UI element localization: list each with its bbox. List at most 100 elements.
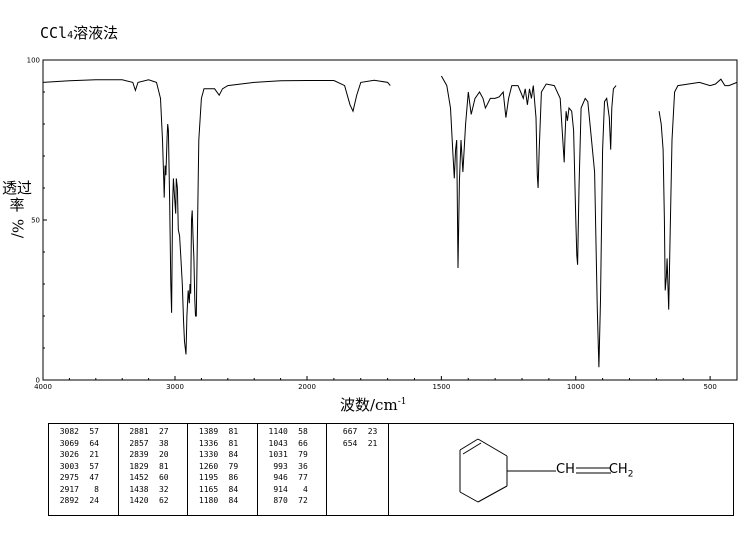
peak-column: 1140 58 1043 66 1031 79 993 36 946 77 914 4 870 72 [258,424,328,515]
x-tick-label: 1500 [432,383,450,391]
spectrum-segment-2 [440,75,617,368]
peak-wavenumber: 1438 [129,484,149,494]
peak-row: 2881 27 [123,426,188,438]
peak-row: 1195 86 [192,472,257,484]
peak-wavenumber: 2881 [129,427,149,436]
peak-transmittance: 38 [158,438,169,448]
peak-row: 1180 84 [192,495,257,507]
vinyl-ch-label: CH [556,462,575,477]
peak-transmittance: 57 [89,427,99,436]
peak-row: 1260 79 [192,461,257,473]
peak-row: 1043 66 [262,438,327,450]
peak-wavenumber: 1043 [268,438,288,448]
peak-wavenumber: 914 [273,484,288,494]
peak-wavenumber: 3082 [59,427,79,436]
peak-wavenumber: 1389 [198,427,219,436]
cyclohexene-ring-drawing [459,438,611,503]
peak-column: 667 23 654 21 [327,424,388,515]
peak-transmittance: 81 [228,427,239,436]
peak-row: 1829 81 [123,461,188,473]
peak-row: 1031 79 [262,449,327,461]
peak-wavenumber: 3026 [59,450,79,459]
peak-wavenumber: 1420 [129,496,149,505]
peak-transmittance: 77 [298,473,308,482]
peak-row: 3026 21 [53,449,118,461]
peak-transmittance: 66 [298,438,308,448]
peak-transmittance: 21 [89,450,99,459]
peak-transmittance: 84 [228,450,239,459]
vinyl-ch2-label: CH [608,462,628,477]
peak-transmittance: 27 [158,427,169,436]
peak-wavenumber: 1140 [268,427,288,436]
ring-bond-1 [477,438,508,457]
peak-row: 2892 24 [53,495,118,507]
peak-transmittance: 47 [89,473,99,482]
spectrum-segment-3 [658,78,738,310]
peak-row: 993 36 [262,461,327,473]
peak-row: 3003 57 [53,461,118,473]
peak-row: 3082 57 [53,426,118,438]
ring-bond-4 [459,491,479,503]
peak-row: 1165 84 [192,484,257,496]
structure-panel [389,423,734,516]
peak-wavenumber: 2975 [59,473,79,482]
peak-row: 1336 81 [192,438,257,450]
peak-transmittance: 79 [228,461,239,471]
peak-transmittance: 86 [228,473,239,482]
x-axis-label: 波数/cm-1 [340,396,407,414]
ring-bond-3 [477,485,508,503]
x-tick-label: 4000 [34,383,52,391]
peak-transmittance: 4 [302,484,308,494]
peak-wavenumber: 1165 [198,484,219,494]
peak-row: 2839 20 [123,449,188,461]
cyclohexene-ring [459,438,611,503]
x-tick-label: 500 [703,383,716,391]
peak-transmittance: 58 [298,427,308,436]
peak-wavenumber: 2892 [59,496,79,505]
peak-wavenumber: 654 [342,438,358,448]
peak-wavenumber: 667 [342,427,358,436]
peak-transmittance: 8 [94,484,99,494]
peak-transmittance: 79 [298,450,308,459]
peak-wavenumber: 1180 [198,496,219,505]
x-tick-label: 2000 [298,383,316,391]
peak-table: 3082 57 3069 64 3026 21 3003 57 2975 47 2917 8 2892 2… [48,423,389,516]
peak-transmittance: 21 [367,438,378,448]
peak-transmittance: 64 [89,438,99,448]
peak-row: 1438 32 [123,484,188,496]
vinyl-group-label: CH CH2 [556,462,633,480]
peak-row: 1140 58 [262,426,327,438]
y-tick-label: 0 [36,377,40,385]
peak-row: 2857 38 [123,438,188,450]
peak-row: 1330 84 [192,449,257,461]
peak-row: 2917 8 [53,484,118,496]
y-ticks: 0 50 100 [27,57,47,385]
peak-wavenumber: 2857 [129,438,149,448]
peak-transmittance: 62 [158,496,169,505]
peak-wavenumber: 946 [273,473,288,482]
ring-double-bond [462,442,482,455]
peak-wavenumber: 1330 [198,450,219,459]
peak-transmittance: 84 [228,484,239,494]
peak-transmittance: 23 [367,427,378,436]
peak-wavenumber: 1195 [198,473,219,482]
peak-wavenumber: 3003 [59,461,79,471]
peak-transmittance: 84 [228,496,239,505]
peak-transmittance: 81 [228,438,239,448]
ir-spectrum-chart: 0 50 100 4000 3000 2000 1500 1000 500 [27,57,738,391]
peak-wavenumber: 1336 [198,438,219,448]
spectrum-segment-1 [42,79,391,355]
peak-row: 3069 64 [53,438,118,450]
plot-frame [42,59,738,381]
peak-wavenumber: 2917 [59,484,79,494]
peak-transmittance: 72 [298,496,308,505]
chart-title: CCl4溶液法 [40,24,119,42]
peak-wavenumber: 1260 [198,461,219,471]
peak-wavenumber: 2839 [129,450,149,459]
peak-row: 1420 62 [123,495,188,507]
peak-wavenumber: 3069 [59,438,79,448]
peak-row: 1389 81 [192,426,257,438]
peak-wavenumber: 993 [273,461,288,471]
y-axis-label: 透过率 %/ [2,180,32,239]
x-tick-label: 3000 [166,383,184,391]
